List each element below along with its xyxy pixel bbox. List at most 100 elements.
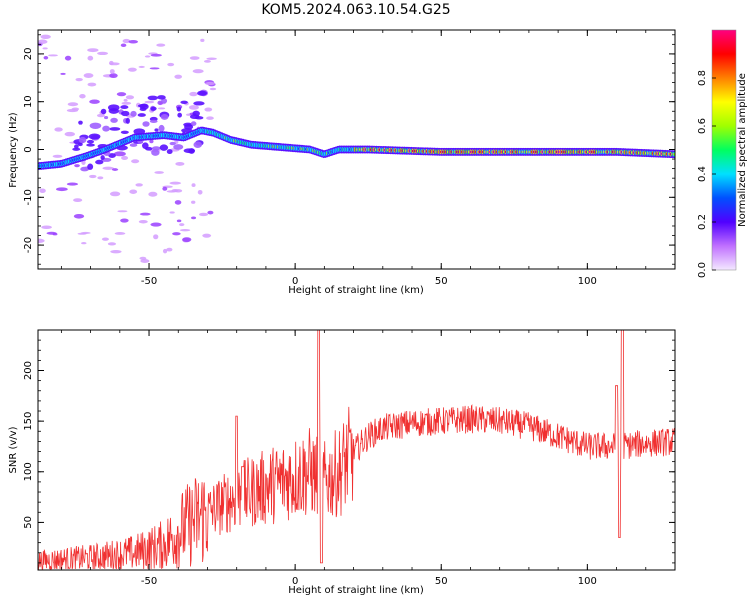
spectral-noise-blob	[97, 176, 104, 180]
spectral-blob	[121, 110, 130, 117]
spectral-noise-blob	[120, 43, 127, 48]
spectral-noise-blob	[144, 55, 151, 58]
snr-x-ticks: -50 0 50 100	[60, 330, 676, 587]
x-tick-label: 50	[435, 576, 448, 587]
spectral-noise-blob	[39, 188, 46, 194]
spectral-noise-blob	[169, 181, 182, 185]
spectral-noise-blob	[116, 92, 127, 97]
spectral-blob	[173, 144, 184, 150]
spectral-blob	[74, 144, 79, 149]
spectral-blob	[120, 105, 129, 110]
spectral-noise-blob	[123, 98, 128, 102]
spectral-blob	[193, 101, 205, 106]
snr-frame	[37, 329, 676, 571]
spectral-blob	[151, 146, 161, 151]
x-tick-label: 0	[292, 576, 298, 587]
spectral-noise-blob	[101, 237, 109, 241]
spectral-noise-blob	[150, 222, 162, 227]
spectral-blob	[86, 139, 95, 144]
spectral-noise-blob	[148, 191, 158, 197]
spectral-blob	[161, 98, 168, 104]
spectral-blob	[154, 128, 159, 132]
spectral-noise-blob	[97, 51, 109, 56]
spectral-blob	[142, 121, 150, 127]
spectral-noise-blob	[198, 212, 209, 217]
y-tick-label: 50	[23, 516, 34, 529]
spectral-noise-blob	[109, 191, 121, 197]
spectral-noise-blob	[75, 77, 83, 82]
spectral-noise-blob	[121, 101, 132, 105]
spectral-blob	[72, 147, 81, 151]
spectral-noise-blob	[191, 216, 197, 220]
spectral-noise-blob	[131, 159, 140, 164]
spectral-noise-blob	[197, 189, 203, 195]
y-tick-label: 150	[23, 412, 34, 431]
spectral-noise-blob	[66, 182, 79, 186]
colorbar-label: Normalized spectral amplitude	[737, 73, 748, 227]
spectral-noise-blob	[206, 116, 214, 120]
colorbar-gradient	[712, 30, 736, 270]
x-tick-label: -50	[141, 576, 157, 587]
spectral-noise-blob	[156, 43, 166, 47]
colorbar: 0.0 0.2 0.4 0.6 0.8 Normalized spectral ampl…	[697, 29, 748, 278]
spectrogram-y-ticks: 20 10 0 -10 -20	[23, 34, 675, 265]
spectral-noise-blob	[43, 55, 49, 60]
spectral-noise-blob	[206, 57, 217, 60]
spectral-noise-blob	[87, 82, 97, 87]
spectral-noise-blob	[191, 183, 196, 188]
spectral-noise-blob	[189, 91, 198, 97]
colorbar-tick-label: 0.8	[697, 70, 708, 86]
spectral-noise-blob	[109, 69, 115, 74]
y-tick-label: 0	[23, 146, 34, 152]
spectral-noise-blob	[149, 139, 154, 144]
spectral-blob	[120, 130, 129, 135]
spectral-noise-blob	[109, 60, 114, 66]
spectral-blob	[142, 142, 149, 149]
snr-line	[38, 330, 675, 570]
spectral-noise-blob	[121, 155, 129, 161]
spectral-blob	[197, 90, 208, 96]
spectral-noise-blob	[111, 168, 119, 171]
spectral-noise-blob	[153, 234, 159, 240]
spectral-noise-blob	[179, 223, 185, 227]
spectral-noise-blob	[79, 94, 86, 99]
colorbar-tick-label: 0.2	[697, 214, 708, 230]
spectral-blob	[147, 95, 158, 101]
spectral-noise-blob	[74, 164, 80, 168]
colorbar-tick-label: 0.0	[697, 262, 708, 278]
spectral-blob	[129, 143, 138, 147]
spectral-noise-blob	[157, 107, 166, 110]
spectral-noise-blob	[87, 55, 94, 61]
spectral-noise-blob	[114, 232, 126, 235]
spectral-noise-blob	[209, 87, 217, 91]
spectral-blob	[108, 108, 120, 114]
spectral-noise-blob	[107, 242, 117, 246]
spectral-noise-blob	[109, 73, 118, 79]
x-tick-label: 0	[292, 276, 298, 287]
snr-y-ticks: 50 100 150 200	[23, 329, 675, 564]
spectrogram-x-label: Height of straight line (km)	[288, 285, 424, 296]
spectral-blob	[78, 136, 87, 144]
spectral-blob	[109, 127, 121, 131]
spectral-noise-blob	[55, 187, 68, 192]
spectral-noise-blob	[174, 74, 183, 79]
spectral-noise-blob	[171, 188, 179, 193]
spectral-noise-blob	[204, 81, 216, 86]
spectral-blob	[150, 106, 157, 111]
spectral-blob	[190, 121, 197, 126]
spectral-noise-blob	[67, 102, 79, 107]
spectral-noise-blob	[172, 232, 181, 236]
spectral-blob	[169, 141, 176, 146]
spectral-noise-blob	[192, 69, 204, 74]
colorbar-frame	[711, 29, 737, 271]
snr-marks	[38, 330, 675, 570]
spectral-noise-blob	[138, 65, 145, 68]
spectral-blob	[151, 149, 160, 156]
y-tick-label: -10	[23, 189, 34, 205]
spectral-noise-blob	[162, 186, 168, 191]
spectral-noise-blob	[176, 219, 182, 223]
spectral-noise-blob	[73, 198, 83, 202]
spectral-noise-blob	[182, 237, 192, 243]
spectral-noise-blob	[87, 48, 99, 53]
